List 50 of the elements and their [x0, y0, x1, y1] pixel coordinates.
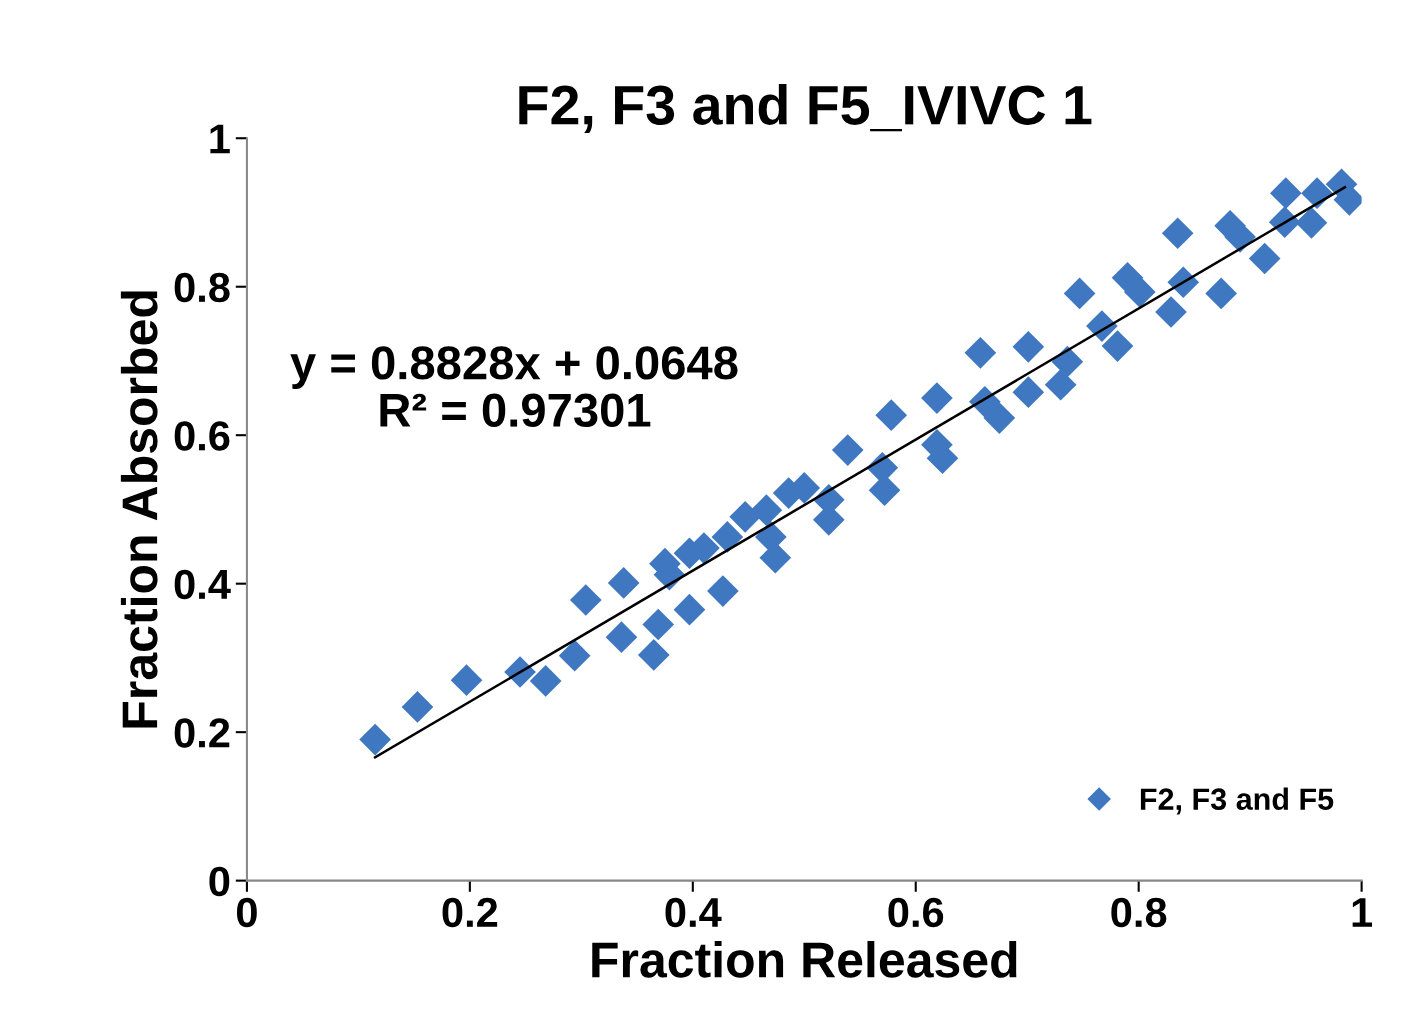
x-axis-title: Fraction Released — [592, 941, 1017, 978]
x-tick-label: 0.2 — [442, 897, 498, 928]
legend-label: F2, F3 and F5 — [1140, 787, 1334, 815]
point — [605, 621, 638, 653]
y-tick-label: 0.4 — [174, 569, 231, 600]
point — [673, 593, 706, 626]
point — [1123, 276, 1156, 308]
point — [1012, 376, 1045, 408]
point — [359, 723, 391, 756]
point — [637, 639, 670, 671]
point — [401, 691, 434, 723]
point — [1155, 296, 1187, 328]
y-tick-label: 0.8 — [174, 272, 230, 303]
point — [964, 336, 997, 369]
point — [1051, 345, 1084, 378]
point — [921, 382, 953, 414]
x-tick-label: 0.6 — [888, 897, 944, 928]
y-tick-label: 0.6 — [174, 421, 230, 451]
point — [711, 521, 744, 553]
point — [1269, 177, 1302, 210]
y-tick-label: 0.2 — [174, 718, 230, 748]
point — [450, 664, 483, 697]
y-tick-label: 1 — [210, 124, 230, 154]
point — [1295, 207, 1328, 239]
point — [729, 501, 762, 533]
point — [707, 575, 739, 607]
y-axis-title: Fraction Absorbed — [120, 291, 158, 728]
point — [1248, 242, 1281, 275]
point — [1012, 331, 1045, 363]
x-tick-label: 1 — [1352, 898, 1373, 927]
point — [1063, 277, 1096, 310]
point — [750, 494, 783, 527]
point — [558, 639, 591, 672]
point — [569, 584, 602, 616]
chart-title: F2, F3 and F5_IVIVC 1 — [519, 84, 1092, 133]
x-tick-label: 0.4 — [665, 897, 722, 928]
point — [983, 402, 1016, 434]
point — [529, 665, 562, 697]
point — [1101, 330, 1134, 362]
point — [607, 567, 640, 599]
point — [875, 399, 908, 431]
point — [1161, 217, 1194, 250]
point — [1044, 368, 1077, 401]
point — [1205, 277, 1237, 310]
x-tick-label: 0 — [236, 897, 257, 928]
point — [831, 434, 864, 466]
x-tick-label: 0.8 — [1111, 897, 1167, 928]
y-tick-label: 0 — [209, 866, 230, 897]
point — [642, 608, 675, 641]
annotation: y = 0.8828x + 0.0648 R² = 0.97301 — [290, 346, 738, 428]
